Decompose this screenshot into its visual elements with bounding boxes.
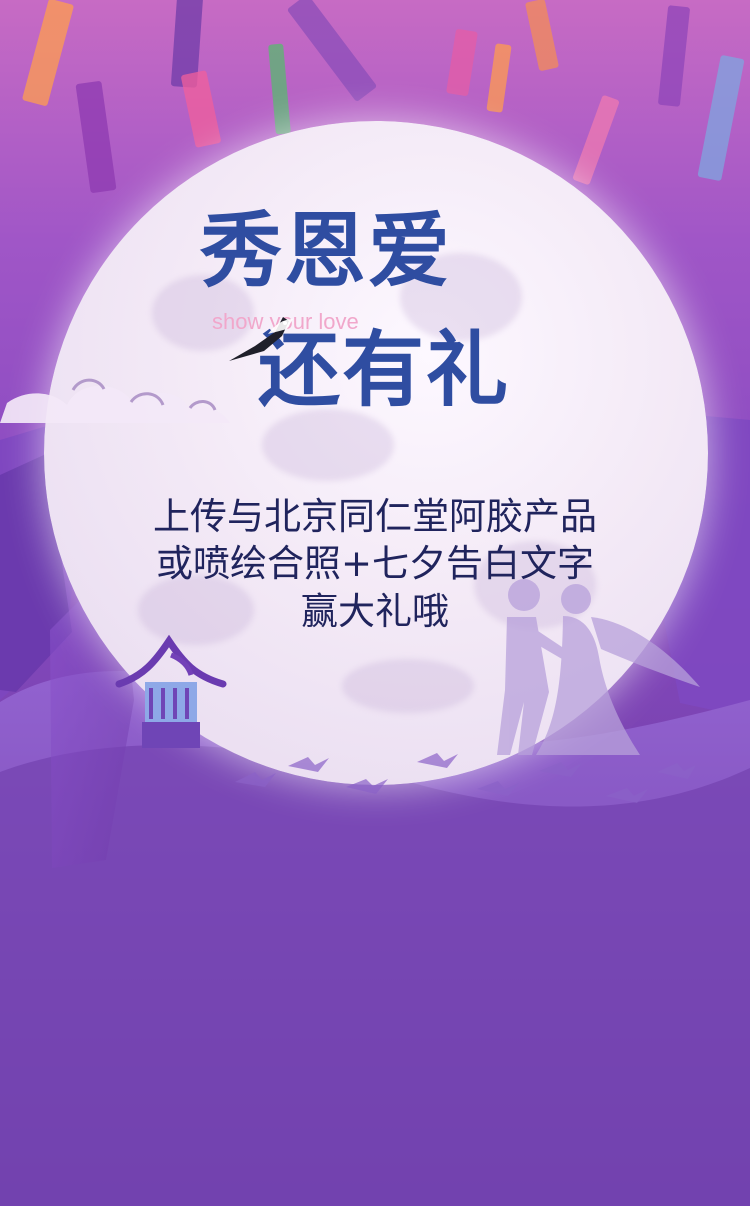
title-block: 秀恩爱 show your love 还有礼: [200, 202, 550, 434]
pavilion-icon: [115, 634, 227, 748]
moon-crater: [138, 575, 254, 645]
moon-crater: [400, 253, 522, 341]
bird-flock-icon: [235, 753, 696, 803]
moon-crater: [262, 409, 394, 481]
foreground-layer: [0, 745, 750, 1206]
title-line-2: 还有礼: [258, 322, 511, 418]
couple-silhouette-icon: [497, 579, 700, 755]
cloud-icon: [0, 378, 230, 423]
description-line-1: 上传与北京同仁堂阿胶产品: [153, 495, 597, 538]
magpie-icon: [229, 317, 293, 361]
moon-crater: [152, 275, 254, 351]
description-line-2: 或喷绘合照+七夕告白文字: [155, 542, 594, 585]
description-line-3: 赢大礼哦: [301, 590, 449, 633]
title-line-1: 秀恩爱: [200, 203, 453, 299]
moon-crater: [342, 659, 474, 713]
